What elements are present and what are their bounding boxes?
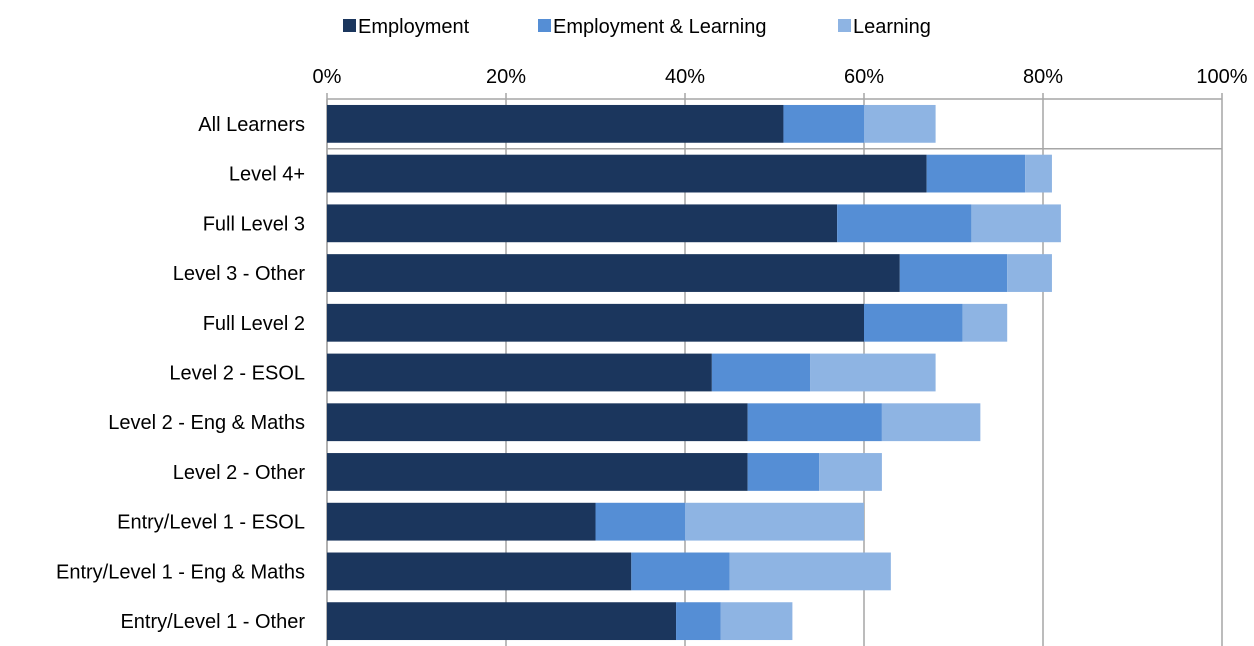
bar-learning (685, 502, 864, 541)
bar-employment (327, 602, 677, 641)
bar-learning (720, 602, 793, 641)
category-label: Level 2 - ESOL (169, 363, 305, 385)
bar-employment (327, 552, 632, 591)
bar-learning (962, 303, 1008, 342)
bar-employment (327, 502, 596, 541)
bar-employment-learning (631, 552, 730, 591)
bar-employment (327, 154, 927, 193)
bar-employment (327, 353, 712, 392)
x-tick-label: 40% (665, 66, 705, 88)
bar-employment-learning (926, 154, 1026, 193)
category-label: Entry/Level 1 - Other (120, 611, 305, 633)
bar-employment (327, 303, 864, 342)
category-label: Level 2 - Other (173, 462, 306, 484)
category-label: Level 4+ (229, 164, 305, 186)
bar-employment-learning (747, 403, 882, 442)
legend-label: Learning (853, 16, 931, 38)
bar-employment (327, 254, 900, 292)
bar-learning (1025, 154, 1052, 193)
legend: Employment Employment & Learning Learning (343, 16, 931, 38)
x-axis-ticks: 0% 20% 40% 60% 80% 100% (313, 66, 1248, 88)
x-tick-label: 60% (844, 66, 884, 88)
x-tick-label: 20% (486, 66, 526, 88)
x-tick-label: 80% (1023, 66, 1063, 88)
x-tick-label: 0% (313, 66, 342, 88)
bar-employment-learning (783, 104, 864, 143)
bar-employment-learning (595, 502, 685, 541)
legend-label: Employment (358, 16, 470, 38)
bar-learning (819, 453, 882, 491)
category-label: Full Level 2 (203, 313, 305, 335)
category-label: Level 2 - Eng & Maths (108, 412, 305, 434)
category-label: Entry/Level 1 - ESOL (117, 512, 305, 534)
bar-employment-learning (711, 353, 811, 392)
bar-employment (327, 453, 748, 491)
bar-employment-learning (899, 254, 1008, 292)
category-label: Entry/Level 1 - Eng & Maths (56, 561, 305, 583)
legend-swatch (538, 19, 551, 32)
bar-employment-learning (747, 453, 820, 491)
legend-swatch (838, 19, 851, 32)
bar-employment-learning (676, 602, 721, 641)
bar-employment-learning (864, 303, 963, 342)
bar-employment (327, 204, 838, 243)
bar-employment (327, 104, 784, 143)
bar-learning (729, 552, 891, 591)
category-label: Level 3 - Other (173, 263, 306, 285)
legend-label: Employment & Learning (553, 16, 766, 38)
legend-swatch (343, 19, 356, 32)
bar-learning (971, 204, 1061, 243)
bar-employment (327, 403, 748, 442)
category-label: All Learners (198, 114, 305, 136)
bar-learning (810, 353, 936, 392)
bars (327, 104, 1061, 641)
bar-learning (1007, 254, 1052, 292)
x-tick-label: 100% (1196, 66, 1247, 88)
bar-learning (864, 104, 936, 143)
category-label: Full Level 3 (203, 213, 305, 235)
bar-employment-learning (837, 204, 972, 243)
category-labels: All Learners Level 4+ Full Level 3 Level 3 … (56, 114, 305, 633)
bar-learning (881, 403, 981, 442)
